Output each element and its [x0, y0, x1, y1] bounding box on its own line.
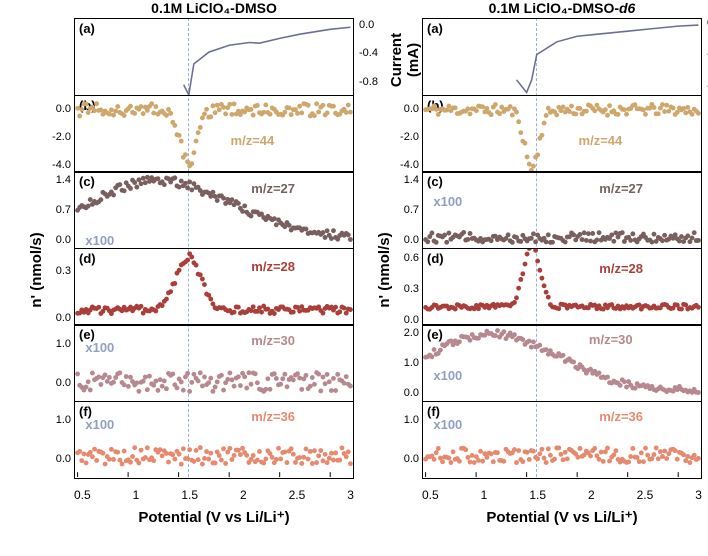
ytick: 0.0 — [379, 235, 419, 246]
plot-svg — [75, 325, 353, 401]
x-ticks-left: 0.511.5 22.53 — [74, 488, 354, 502]
ytick: -2.0 — [31, 132, 71, 143]
panel-stack-left: 0.0-0.4-0.8(a)0.0-2.0-4.0(b)m/z=440.00.7… — [74, 18, 354, 486]
plot-svg — [75, 96, 353, 172]
panel-stack-right: 0.0-0.6-1.2(a)0.0-2.0-4.0(b)m/z=440.00.7… — [422, 18, 702, 486]
panel-a: 0.0-0.6-1.2(a) — [422, 18, 702, 96]
panel-b: 0.0-2.0-4.0(b)m/z=44 — [422, 95, 702, 173]
plot-svg — [423, 172, 701, 248]
x-axis-label-right: Potential (V vs Li/Li⁺) — [422, 508, 702, 526]
ytick: 1.0 — [379, 358, 419, 369]
ytick: 0.0 — [31, 104, 71, 115]
col-title-right: 0.1M LiClO₄-DMSO-d6 — [422, 0, 702, 16]
ytick: 0.0 — [31, 378, 71, 389]
col-title-left: 0.1M LiClO₄-DMSO — [74, 0, 354, 16]
ytick: 0.7 — [31, 205, 71, 216]
ytick: -4.0 — [31, 160, 71, 171]
ytick: 1.0 — [379, 415, 419, 426]
ytick: 0.6 — [379, 253, 419, 264]
ytick: -0.8 — [359, 77, 395, 88]
plot-svg — [423, 249, 701, 325]
panel-a: 0.0-0.4-0.8(a) — [74, 18, 354, 96]
figure-root: 0.1M LiClO₄-DMSO 0.1M LiClO₄-DMSO-d6 n' … — [0, 0, 708, 556]
y-axis-label-right-1: Current (mA) — [388, 20, 422, 100]
x-ticks-right: 0.511.5 22.53 — [422, 488, 702, 502]
ytick: 0.0 — [379, 388, 419, 399]
ytick: 0.0 — [31, 235, 71, 246]
ytick: 0.0 — [31, 313, 71, 324]
ytick: 0.0 — [359, 20, 395, 31]
panel-d: 0.00.30.6(d)m/z=28 — [422, 248, 702, 326]
ytick: -0.4 — [359, 48, 395, 59]
panel-d: 0.00.3(d)m/z=28 — [74, 248, 354, 326]
plot-svg — [75, 402, 353, 478]
ytick: -2.0 — [379, 132, 419, 143]
panel-c: 0.00.71.4(c)m/z=27x100 — [422, 171, 702, 249]
ytick: -4.0 — [379, 160, 419, 171]
y-axis-label-left-2: n' (nmol/s) — [376, 160, 393, 380]
panel-e: 0.01.02.0(e)m/z=30x100 — [422, 324, 702, 402]
ytick: 1.4 — [31, 175, 71, 186]
plot-svg — [423, 402, 701, 478]
ytick: 0.7 — [379, 205, 419, 216]
plot-svg — [423, 96, 701, 172]
plot-svg — [423, 325, 701, 401]
plot-svg — [423, 19, 701, 95]
ytick: 1.0 — [31, 415, 71, 426]
panel-b: 0.0-2.0-4.0(b)m/z=44 — [74, 95, 354, 173]
ytick: 0.0 — [379, 454, 419, 465]
plot-svg — [75, 249, 353, 325]
panel-e: 0.01.0(e)m/z=30x100 — [74, 324, 354, 402]
plot-svg — [75, 19, 353, 95]
ytick: 1.4 — [379, 175, 419, 186]
ytick: 1.0 — [31, 339, 71, 350]
plot-svg — [75, 172, 353, 248]
panel-c: 0.00.71.4(c)m/z=27x100 — [74, 171, 354, 249]
ytick: 0.0 — [379, 104, 419, 115]
x-axis-label-left: Potential (V vs Li/Li⁺) — [74, 508, 354, 526]
ytick: 0.3 — [31, 266, 71, 277]
panel-f: 0.01.0(f)m/z=36x100 — [422, 401, 702, 479]
ytick: 0.0 — [31, 454, 71, 465]
ytick: 0.3 — [379, 284, 419, 295]
ytick: 2.0 — [379, 328, 419, 339]
ytick: 0.0 — [379, 315, 419, 326]
panel-f: 0.01.0(f)m/z=36x100 — [74, 401, 354, 479]
